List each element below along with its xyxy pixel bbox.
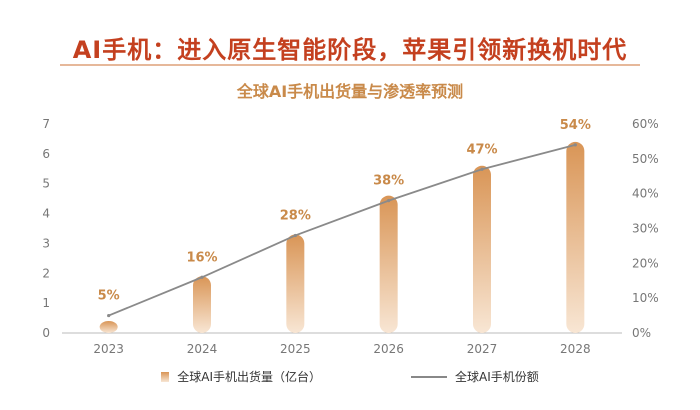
y-left-tick-label: 3 bbox=[42, 236, 50, 250]
legend-bar-swatch bbox=[161, 371, 170, 382]
bar-shipments bbox=[566, 141, 585, 333]
legend-line-swatch bbox=[411, 375, 447, 378]
data-label-share: 54% bbox=[560, 118, 591, 133]
y-left-tick-label: 5 bbox=[42, 177, 50, 191]
bar-shipments bbox=[379, 195, 398, 333]
x-tick-label: 2024 bbox=[187, 342, 218, 356]
x-tick-label: 2028 bbox=[560, 342, 591, 356]
legend-item-bar: 全球AI手机出货量（亿台） bbox=[161, 368, 321, 385]
y-right-tick-label: 50% bbox=[632, 152, 659, 166]
y-right-tick-label: 20% bbox=[632, 256, 659, 270]
legend: 全球AI手机出货量（亿台） 全球AI手机份额 bbox=[0, 368, 700, 385]
y-left-tick-label: 1 bbox=[42, 296, 50, 310]
title-divider bbox=[60, 64, 640, 66]
legend-label-share: 全球AI手机份额 bbox=[455, 370, 539, 384]
y-right-tick-label: 40% bbox=[632, 187, 659, 201]
y-right-tick-label: 30% bbox=[632, 222, 659, 236]
line-point bbox=[387, 199, 391, 203]
y-left-tick-label: 6 bbox=[42, 147, 50, 161]
y-left-tick-label: 0 bbox=[42, 326, 50, 340]
x-tick-label: 2027 bbox=[467, 342, 498, 356]
y-right-tick-label: 10% bbox=[632, 291, 659, 305]
y-right-tick-label: 60% bbox=[632, 117, 659, 131]
data-label-share: 47% bbox=[466, 142, 497, 157]
line-point bbox=[293, 233, 297, 238]
line-point bbox=[200, 275, 204, 279]
legend-label-shipments: 全球AI手机出货量（亿台） bbox=[177, 370, 321, 384]
data-label-share: 38% bbox=[373, 174, 404, 189]
bar-shipments bbox=[193, 276, 211, 333]
legend-item-line: 全球AI手机份额 bbox=[411, 368, 539, 385]
y-left-tick-label: 7 bbox=[42, 117, 50, 131]
data-label-share: 28% bbox=[280, 208, 311, 223]
line-point bbox=[107, 313, 111, 318]
y-right-tick-label: 0% bbox=[632, 326, 651, 340]
bar-shipments bbox=[99, 321, 118, 333]
page-title: AI手机：进入原生智能阶段，苹果引领新换机时代 bbox=[72, 36, 628, 64]
bar-shipments bbox=[473, 165, 491, 333]
y-left-tick-label: 4 bbox=[42, 207, 50, 221]
data-label-share: 16% bbox=[186, 250, 217, 265]
line-point bbox=[480, 167, 484, 171]
x-tick-label: 2025 bbox=[280, 342, 311, 356]
line-share bbox=[108, 144, 576, 317]
x-tick-label: 2026 bbox=[373, 342, 404, 356]
chart-title: 全球AI手机出货量与渗透率预测 bbox=[236, 82, 464, 101]
y-left-tick-label: 2 bbox=[42, 266, 50, 280]
data-label-share: 5% bbox=[98, 289, 120, 304]
x-tick-label: 2023 bbox=[93, 342, 124, 356]
line-point bbox=[573, 143, 577, 147]
bar-shipments bbox=[286, 234, 305, 333]
